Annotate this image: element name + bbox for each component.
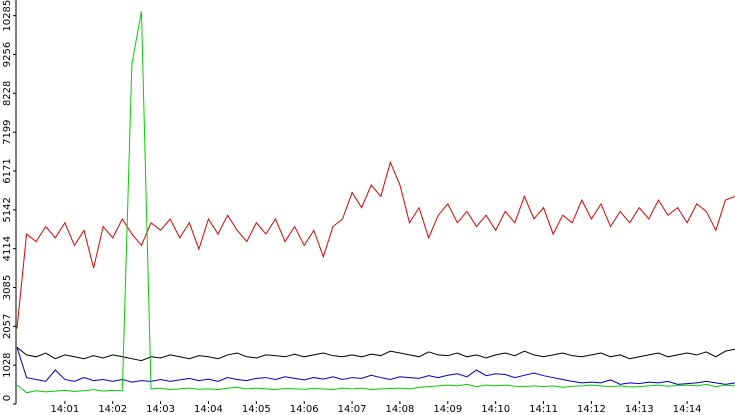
y-tick-label: 10285 <box>2 0 13 32</box>
x-tick-label: 14:06 <box>290 404 319 415</box>
x-tick-label: 14:10 <box>481 404 510 415</box>
x-tick-label: 14:03 <box>146 404 175 415</box>
y-tick-label: 2057 <box>2 314 13 339</box>
series-line <box>16 160 735 329</box>
x-tick-label: 14:08 <box>386 404 415 415</box>
x-tick-label: 14:01 <box>50 404 79 415</box>
x-tick-label: 14:11 <box>529 404 558 415</box>
series-line <box>16 346 735 362</box>
x-tick-label: 14:14 <box>673 404 702 415</box>
y-tick-label: 1028 <box>2 352 13 377</box>
x-tick-label: 14:12 <box>577 404 606 415</box>
x-tick-label: 14:05 <box>242 404 271 415</box>
x-tick-label: 14:07 <box>338 404 367 415</box>
x-tick-label: 14:13 <box>625 404 654 415</box>
y-tick-label: 4114 <box>2 236 13 261</box>
x-tick-label: 14:09 <box>433 404 462 415</box>
series-line <box>16 11 735 394</box>
y-tick-label: 0 <box>2 395 13 401</box>
y-tick-label: 7199 <box>2 119 13 144</box>
x-tick-label: 14:02 <box>98 404 127 415</box>
x-tick-label: 14:04 <box>194 404 223 415</box>
y-tick-label: 8228 <box>2 81 13 106</box>
y-tick-label: 5142 <box>2 197 13 222</box>
y-tick-label: 9256 <box>2 42 13 67</box>
y-tick-label: 6171 <box>2 158 13 183</box>
y-tick-label: 3085 <box>2 275 13 300</box>
series-line <box>16 347 735 385</box>
